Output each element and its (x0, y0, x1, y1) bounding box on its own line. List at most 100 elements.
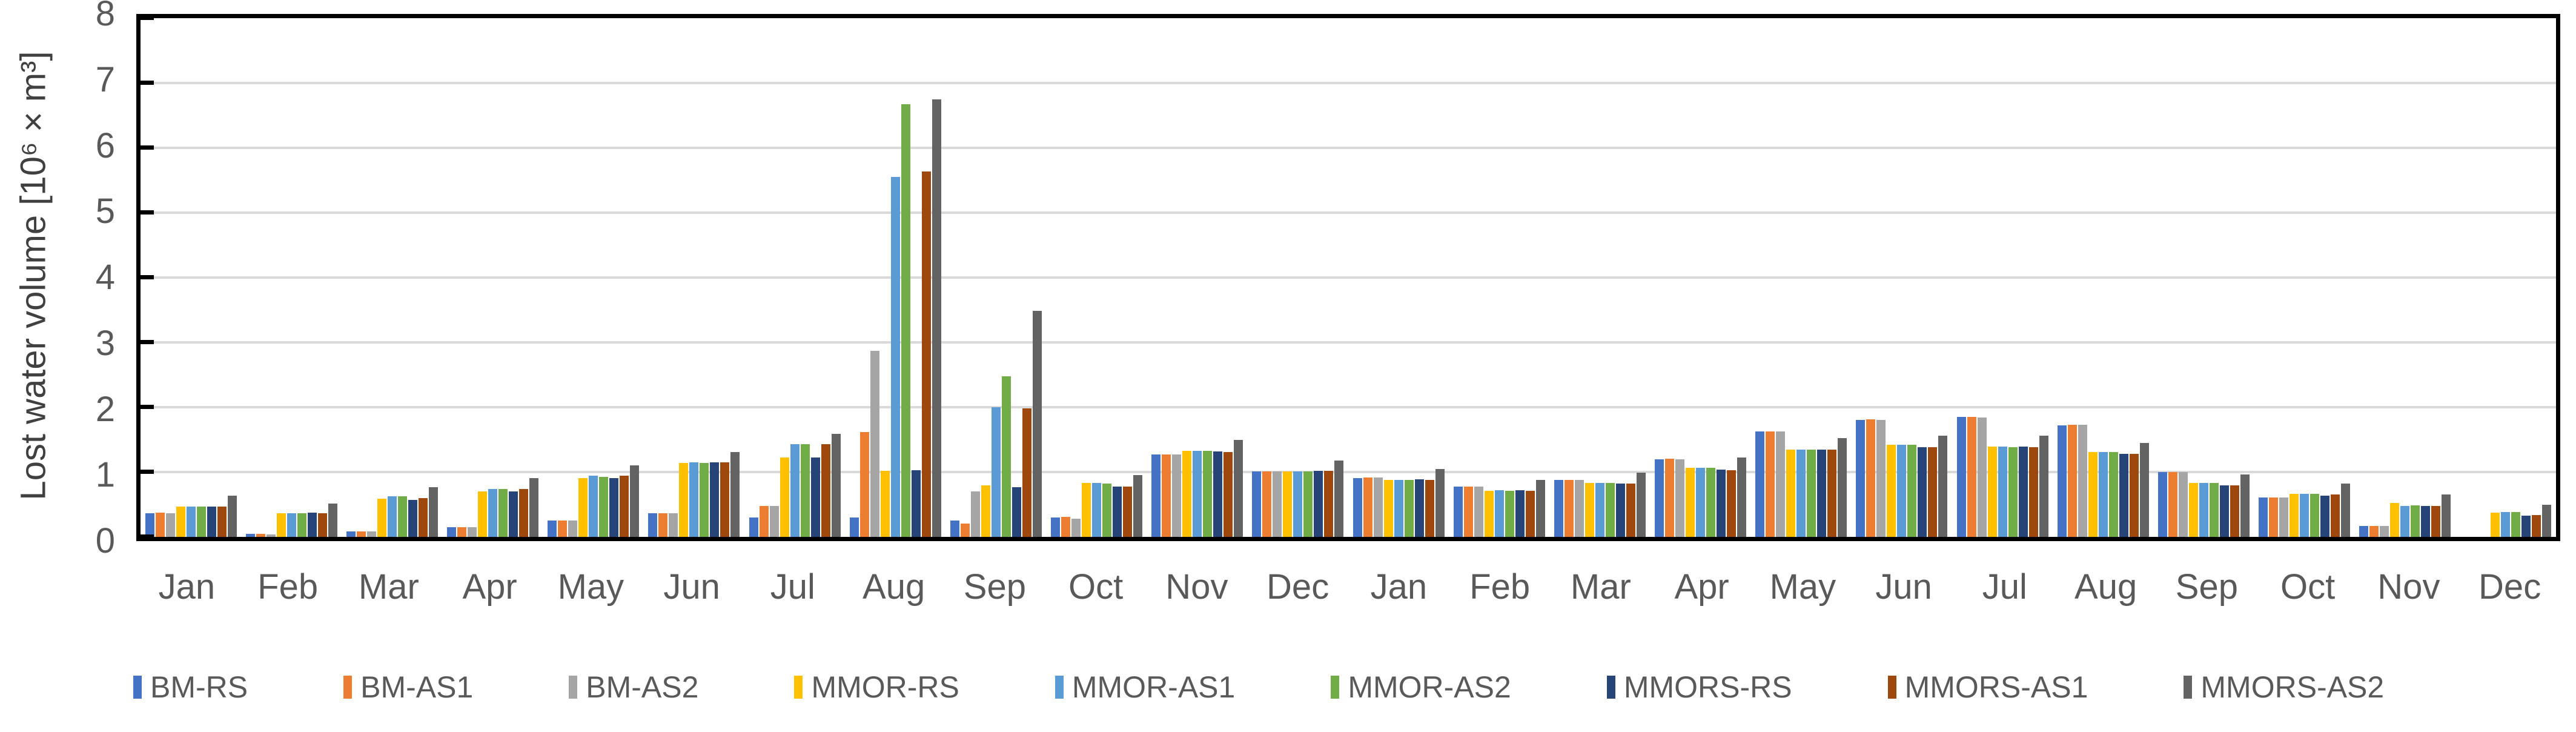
gridline (141, 406, 2556, 408)
y-axis-tickmark (141, 210, 154, 215)
bar-mmors-as2 (932, 99, 941, 537)
y-axis-tickmark (141, 145, 154, 150)
bar-bm-as2 (1071, 519, 1081, 537)
bar-bm-rs (346, 531, 356, 537)
bar-mmors-as2 (227, 495, 237, 537)
bar-mmor-as1 (1696, 467, 1706, 537)
bar-bm-as1 (558, 521, 568, 537)
bar-mmor-rs (1887, 445, 1896, 537)
bar-mmors-as1 (1727, 470, 1737, 537)
bar-mmors-rs (609, 477, 619, 537)
bar-bm-rs (447, 527, 457, 537)
month-cluster (1852, 18, 1952, 537)
legend-label: BM-AS1 (360, 670, 474, 704)
bar-bm-as1 (457, 527, 467, 537)
bar-mmor-as2 (1505, 491, 1514, 537)
bar-mmors-as2 (2039, 436, 2048, 537)
bar-mmors-as1 (1123, 486, 1133, 537)
legend-label: MMOR-AS2 (1348, 670, 1511, 704)
plot-area (136, 14, 2560, 541)
month-cluster (2153, 18, 2254, 537)
bar-bm-as2 (669, 513, 678, 537)
month-cluster (2254, 18, 2355, 537)
y-axis-tickmark (141, 275, 154, 279)
bar-mmor-rs (679, 463, 689, 537)
x-axis-label: Feb (1469, 567, 1531, 607)
bar-mmors-as1 (1626, 484, 1635, 537)
bar-mmors-as1 (1928, 447, 1938, 537)
legend-label: MMOR-AS1 (1071, 670, 1236, 704)
bar-mmors-as1 (1223, 451, 1233, 537)
bar-mmors-as1 (2129, 454, 2139, 537)
month-cluster (2455, 18, 2556, 537)
bar-mmors-as2 (428, 487, 438, 537)
month-cluster (342, 18, 442, 537)
legend-item-bm-as2: BM-AS2 (569, 670, 698, 705)
legend-swatch (794, 676, 803, 699)
bar-mmors-rs (2018, 447, 2028, 537)
bar-mmors-as2 (2442, 494, 2451, 537)
bar-mmors-rs (408, 500, 417, 537)
x-axis-label: Sep (2175, 567, 2238, 607)
month-cluster (644, 18, 744, 537)
gridline (141, 82, 2556, 84)
bar-bm-rs (2359, 525, 2369, 537)
bar-bm-as2 (769, 505, 779, 537)
month-cluster (845, 18, 945, 537)
bar-mmor-as1 (689, 462, 699, 537)
bar-bm-as1 (1162, 454, 1171, 537)
bar-mmors-as2 (529, 477, 539, 537)
bar-mmor-rs (478, 491, 488, 537)
legend-label: MMORS-AS1 (1904, 670, 2088, 704)
bar-mmor-rs (377, 498, 386, 537)
x-axis-label: Mar (358, 567, 419, 607)
bar-mmor-as2 (1001, 376, 1011, 537)
bar-mmors-as2 (1133, 475, 1143, 537)
bar-bm-rs (2259, 497, 2268, 537)
bar-bm-as2 (2078, 424, 2087, 537)
bar-mmor-rs (1383, 479, 1393, 537)
bar-mmors-as1 (2331, 494, 2340, 537)
bar-mmor-rs (1686, 467, 1695, 537)
y-axis-tickmark (141, 405, 154, 409)
month-cluster (443, 18, 543, 537)
bar-mmor-as1 (186, 506, 196, 537)
bar-bm-as1 (256, 533, 265, 537)
bar-bm-as2 (1675, 459, 1685, 537)
bar-bm-as1 (658, 513, 668, 537)
bar-mmor-rs (2290, 494, 2299, 537)
bar-bm-as2 (1474, 486, 1483, 537)
x-axis-label: May (1769, 567, 1836, 607)
bar-bm-as2 (1776, 431, 1786, 537)
bar-bm-as2 (568, 521, 578, 537)
bar-mmor-rs (2491, 513, 2500, 537)
gridline (141, 147, 2556, 149)
bar-mmors-rs (509, 491, 518, 537)
bar-mmors-as2 (2240, 474, 2250, 537)
bar-mmors-as1 (620, 476, 629, 537)
bar-mmors-rs (1012, 487, 1021, 537)
bar-bm-as1 (2168, 472, 2177, 537)
bar-mmors-as1 (921, 171, 931, 537)
y-axis-tickmark (141, 340, 154, 344)
y-axis-tick-label: 2 (95, 389, 115, 429)
bar-mmors-rs (1414, 479, 1424, 537)
x-axis-label: Mar (1570, 567, 1631, 607)
bar-mmors-as1 (519, 488, 529, 537)
bar-bm-rs (1554, 479, 1563, 537)
bar-mmors-as2 (1334, 460, 1344, 537)
gridline (141, 341, 2556, 344)
bar-bm-as1 (155, 513, 165, 537)
month-cluster (744, 18, 845, 537)
bar-bm-as1 (1866, 419, 1876, 537)
month-cluster (2355, 18, 2455, 537)
bar-bm-as2 (970, 491, 980, 537)
y-axis-tick-label: 0 (95, 521, 115, 561)
bar-bm-as1 (759, 505, 769, 537)
bar-mmors-as2 (831, 433, 841, 537)
bar-mmors-rs (2320, 495, 2330, 537)
y-axis-labels: 0 1 2 3 4 5 6 7 8 (36, 0, 115, 559)
y-axis-tick-label: 4 (95, 258, 115, 297)
x-axis-label: Jan (158, 567, 216, 607)
